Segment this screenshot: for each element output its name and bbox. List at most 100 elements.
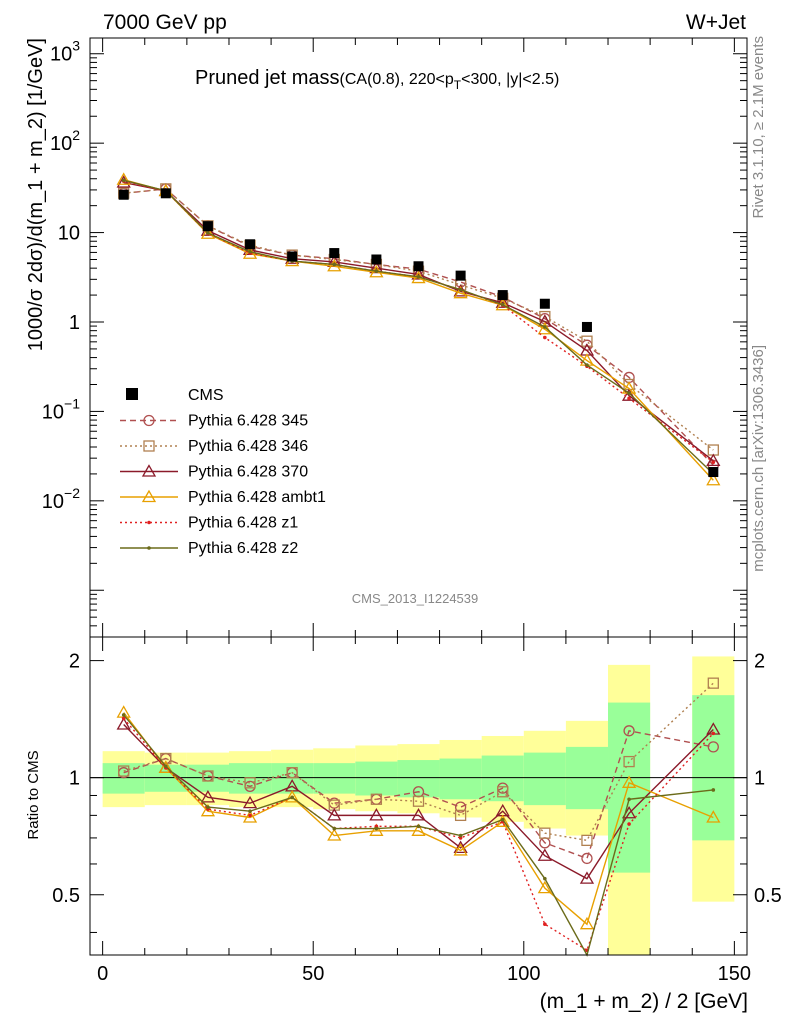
cms-point <box>497 290 508 301</box>
series-marker-ratio <box>627 822 631 826</box>
series-line-top <box>123 188 714 451</box>
cms-point <box>287 251 298 262</box>
band-inner <box>523 752 566 806</box>
y-tick-label: 103 <box>50 38 80 66</box>
series-marker-ratio <box>416 824 421 829</box>
legend-marker <box>141 489 157 503</box>
x-axis-title: (m_1 + m_2) / 2 [GeV] <box>540 990 748 1013</box>
cms-point <box>581 321 592 332</box>
series-marker-top <box>711 460 716 465</box>
series-marker-ratio <box>581 852 593 865</box>
series-marker-top <box>374 269 379 273</box>
series-marker-ratio <box>369 808 384 821</box>
series-marker-ratio <box>160 752 172 765</box>
series-marker-ratio <box>200 803 216 817</box>
series-line-top <box>123 181 714 462</box>
series-marker-ratio <box>121 713 126 717</box>
x-tick-label: 150 <box>718 963 751 985</box>
series-marker-ratio <box>290 795 294 800</box>
series-marker-top <box>206 231 210 235</box>
x-tick-label: 50 <box>302 963 324 985</box>
axes-frame <box>89 37 748 956</box>
series-marker-ratio <box>248 813 252 818</box>
cms-data <box>118 188 719 478</box>
ratio-tick-label-left: 0.5 <box>52 885 80 907</box>
series-marker-ratio <box>200 790 216 803</box>
legend-label: Pythia 6.428 ambt1 <box>188 489 326 506</box>
series-marker-top <box>627 396 631 401</box>
legend-label: Pythia 6.428 370 <box>188 464 308 481</box>
legend-marker <box>141 464 157 477</box>
y-tick-label: 10 <box>58 223 80 245</box>
series-marker-top <box>495 295 510 308</box>
series-marker-ratio <box>121 716 126 721</box>
legend-marker-cms <box>126 388 138 400</box>
series-marker-top <box>248 249 252 254</box>
cms-point <box>118 189 129 200</box>
series-marker-top <box>453 285 468 299</box>
x-tick-label: 100 <box>507 963 540 985</box>
legend-marker <box>147 546 151 550</box>
series-line-ratio <box>123 682 714 842</box>
series-marker-top <box>621 388 637 401</box>
series-marker-ratio <box>285 790 300 803</box>
series-marker-ratio <box>711 731 716 736</box>
series-marker-ratio <box>206 805 210 809</box>
series-marker-ratio <box>118 765 130 777</box>
series-marker-ratio <box>370 793 383 805</box>
series-marker-top <box>200 226 216 239</box>
series-marker-ratio <box>116 717 131 730</box>
y-tick-label: 102 <box>50 127 80 155</box>
series-5 <box>121 178 716 957</box>
band-inner <box>313 763 356 794</box>
series-marker-ratio <box>543 876 547 881</box>
series-marker-top <box>411 267 426 280</box>
ratio-tick-label-left: 1 <box>69 768 80 790</box>
plot-title-sub-a: (CA(0.8), 220<p <box>340 71 454 88</box>
series-marker-ratio <box>369 823 384 836</box>
series-marker-top <box>706 453 721 466</box>
series-marker-top <box>500 302 505 307</box>
series-marker-ratio <box>711 788 716 792</box>
cms-point <box>202 221 213 232</box>
series-marker-ratio <box>374 826 379 831</box>
series-marker-top <box>585 363 589 367</box>
legend-label: Pythia 6.428 z2 <box>188 540 298 557</box>
cms-point <box>329 248 340 259</box>
series-marker-top <box>332 262 337 267</box>
series-line-ratio <box>123 729 714 860</box>
series-marker-ratio <box>579 871 595 884</box>
series-marker-ratio <box>248 809 252 814</box>
series-line-ratio <box>123 717 714 952</box>
series-marker-ratio <box>332 826 337 831</box>
cms-point <box>245 239 256 250</box>
series-marker-ratio <box>411 823 426 836</box>
series-marker-ratio <box>707 741 719 753</box>
legend-marker <box>143 414 155 427</box>
series-marker-ratio <box>539 827 551 839</box>
plot-title-sub-b: T <box>454 78 462 92</box>
series-marker-ratio <box>537 880 552 894</box>
series-line-ratio <box>123 724 714 880</box>
series-marker-top <box>706 472 721 486</box>
band-inner <box>439 758 482 800</box>
y-tick-label: 1 <box>69 312 80 334</box>
series-marker-top <box>543 335 547 340</box>
series-line-top <box>123 188 714 466</box>
legend-label: Pythia 6.428 345 <box>188 413 308 430</box>
band-inner <box>481 755 524 802</box>
x-tick-label: 0 <box>97 963 108 985</box>
ratio-tick-label-right: 2 <box>754 651 765 673</box>
legend-label: Pythia 6.428 346 <box>188 438 308 455</box>
legend-marker <box>143 440 155 452</box>
series-marker-ratio <box>453 843 468 856</box>
cms-point <box>455 270 466 281</box>
series-marker-top <box>416 275 421 279</box>
legend-marker <box>147 520 151 525</box>
ratio-tick-label-right: 1 <box>754 768 765 790</box>
process-label: W+Jet <box>686 11 746 34</box>
series-marker-ratio <box>543 922 547 927</box>
mcplots-label: mcplots.cern.ch [arXiv:1306.3436] <box>750 345 767 572</box>
plot-title: Pruned jet mass(CA(0.8), 220<pT<300, |y|… <box>195 67 559 92</box>
